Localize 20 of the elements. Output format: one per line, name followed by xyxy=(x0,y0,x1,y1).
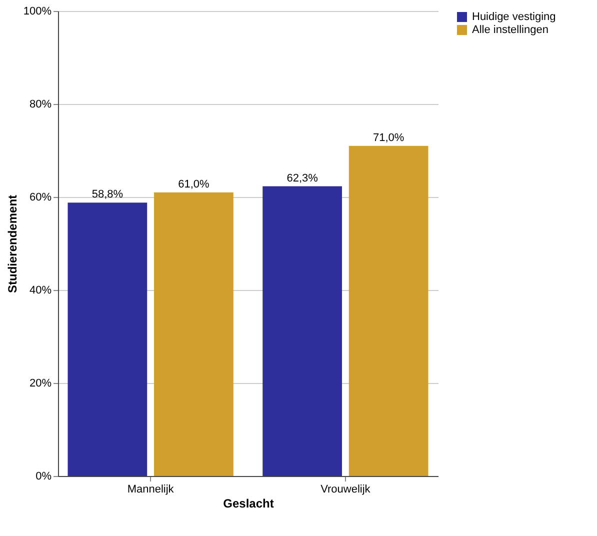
data-label: 58,8% xyxy=(92,188,124,201)
data-label: 71,0% xyxy=(372,132,404,144)
y-tick-label: 60% xyxy=(29,192,52,204)
y-tick-label: 0% xyxy=(36,470,52,482)
y-tick-label: 20% xyxy=(29,378,52,390)
y-axis-title: Studierendement xyxy=(5,194,20,294)
x-axis-title: Geslacht xyxy=(223,496,274,510)
y-tick-label: 80% xyxy=(29,98,52,110)
data-label: 62,3% xyxy=(286,172,318,184)
bar xyxy=(262,186,342,476)
x-tick-label: Mannelijk xyxy=(127,484,174,496)
y-tick-label: 100% xyxy=(23,6,52,18)
bar xyxy=(348,146,428,476)
bar xyxy=(154,192,234,476)
legend-label: Alle instellingen xyxy=(472,24,548,36)
legend-label: Huidige vestiging xyxy=(472,11,556,23)
bar xyxy=(68,202,148,476)
y-tick-label: 40% xyxy=(29,284,52,296)
data-label: 61,0% xyxy=(178,178,210,190)
x-tick-label: Vrouwelijk xyxy=(320,484,371,496)
